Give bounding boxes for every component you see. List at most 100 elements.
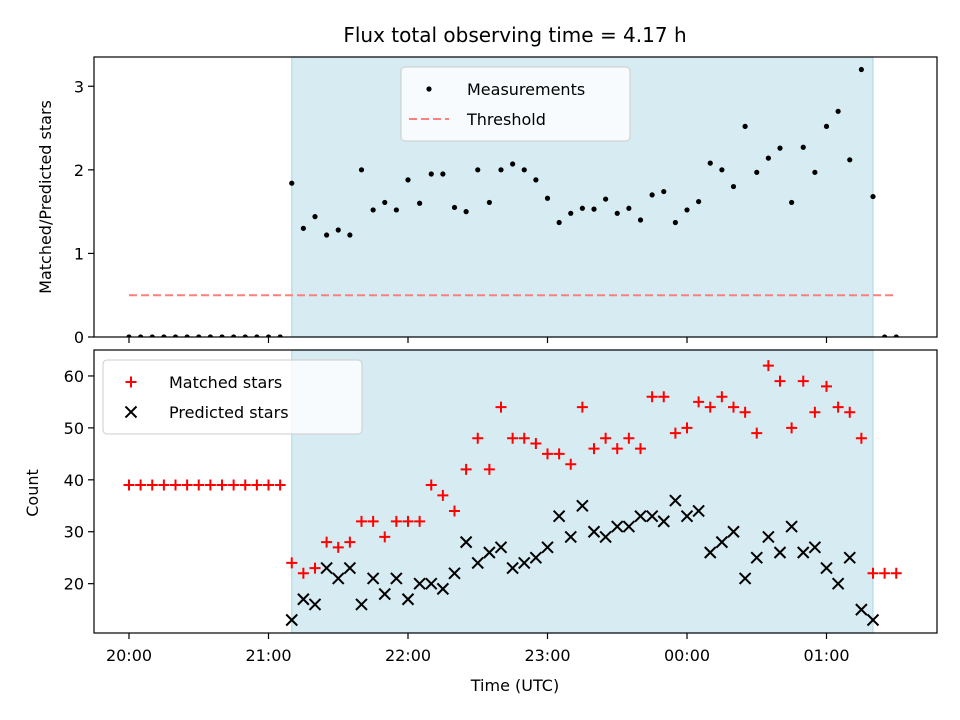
data-point — [765, 155, 771, 161]
data-point — [239, 479, 251, 491]
plot-series — [126, 66, 899, 337]
x-axis-label: Time (UTC) — [470, 676, 559, 695]
data-point — [367, 515, 379, 527]
data-point — [126, 334, 132, 337]
data-point — [495, 401, 507, 413]
data-point — [475, 167, 481, 173]
data-point — [542, 448, 553, 460]
data-point — [358, 167, 365, 173]
y-tick-label: 20 — [64, 575, 84, 594]
data-point — [286, 557, 298, 569]
data-point — [146, 479, 158, 491]
data-point — [460, 463, 472, 475]
data-point — [728, 401, 739, 413]
data-point — [425, 577, 438, 590]
data-point — [486, 199, 492, 206]
legend: Measurements Threshold — [400, 66, 631, 142]
x-tick-label: 01:00 — [803, 646, 849, 665]
observing-window-shade — [291, 349, 874, 634]
data-point — [587, 525, 601, 538]
data-point — [645, 509, 659, 523]
data-point — [483, 463, 495, 475]
data-point — [681, 422, 693, 434]
data-point — [436, 582, 450, 596]
data-point — [308, 598, 322, 611]
y-tick-label: 1 — [74, 244, 84, 263]
data-point — [413, 577, 426, 590]
y-tick-label: 2 — [74, 161, 84, 180]
data-point — [821, 380, 832, 392]
y-tick-label: 30 — [64, 523, 84, 542]
data-point — [599, 530, 612, 544]
data-point — [669, 494, 682, 507]
data-point — [777, 145, 783, 151]
data-point — [622, 520, 636, 533]
data-point — [600, 432, 612, 444]
data-point — [564, 530, 577, 544]
data-point — [356, 515, 367, 527]
data-point — [858, 66, 864, 73]
series-matched-stars — [123, 360, 902, 579]
x-tick-label: 20:00 — [106, 646, 152, 665]
data-point — [382, 199, 388, 206]
data-point — [405, 177, 411, 183]
data-point — [196, 334, 202, 337]
data-point — [704, 546, 717, 559]
data-point — [696, 198, 702, 205]
data-point — [343, 561, 357, 575]
data-point — [541, 541, 554, 554]
data-point — [530, 437, 542, 449]
data-point — [820, 561, 833, 575]
data-point — [251, 479, 263, 491]
legend-label: Measurements — [467, 80, 585, 99]
data-point — [762, 360, 774, 372]
data-point — [425, 479, 437, 491]
data-point — [716, 391, 728, 403]
data-point — [393, 207, 399, 213]
data-point — [844, 406, 856, 418]
data-point — [181, 479, 193, 491]
data-point — [553, 448, 565, 460]
y-tick-label: 3 — [74, 77, 84, 96]
data-point — [390, 572, 403, 585]
top-y-axis-label: Matched/Predicted stars — [36, 100, 55, 294]
data-point — [158, 479, 170, 491]
data-point — [556, 219, 562, 226]
data-point — [428, 171, 434, 177]
count-panel: 20 30 40 50 60 20:00 21:00 22:00 23:00 00:00 01:00… — [64, 349, 938, 665]
ratio-panel: 0 1 2 3 Measurements Threshold — [74, 56, 938, 347]
data-point — [402, 515, 414, 527]
data-point — [440, 171, 446, 177]
data-point — [471, 556, 484, 570]
data-point — [812, 169, 818, 175]
data-point — [193, 479, 205, 491]
data-point — [831, 577, 845, 590]
data-point — [506, 561, 519, 575]
data-point — [611, 443, 623, 455]
data-point — [378, 587, 391, 601]
y-tick-label: 40 — [64, 471, 84, 490]
data-point — [808, 541, 822, 554]
data-point — [552, 509, 566, 523]
data-point — [219, 334, 225, 337]
data-point — [472, 432, 484, 444]
data-point — [832, 401, 844, 413]
data-point — [355, 598, 368, 611]
data-point — [401, 593, 415, 606]
data-point — [529, 551, 543, 564]
panel-frame — [93, 56, 938, 338]
plot-series — [123, 360, 902, 627]
data-point — [719, 167, 725, 173]
data-point — [635, 443, 646, 455]
data-point — [614, 210, 620, 216]
data-point — [843, 551, 856, 564]
data-point — [568, 210, 574, 216]
legend-label: Matched stars — [169, 373, 282, 392]
data-point — [649, 192, 655, 198]
data-point — [657, 515, 670, 528]
data-point — [518, 432, 530, 444]
data-point — [149, 334, 155, 337]
data-point — [847, 157, 853, 163]
data-point — [161, 334, 167, 337]
